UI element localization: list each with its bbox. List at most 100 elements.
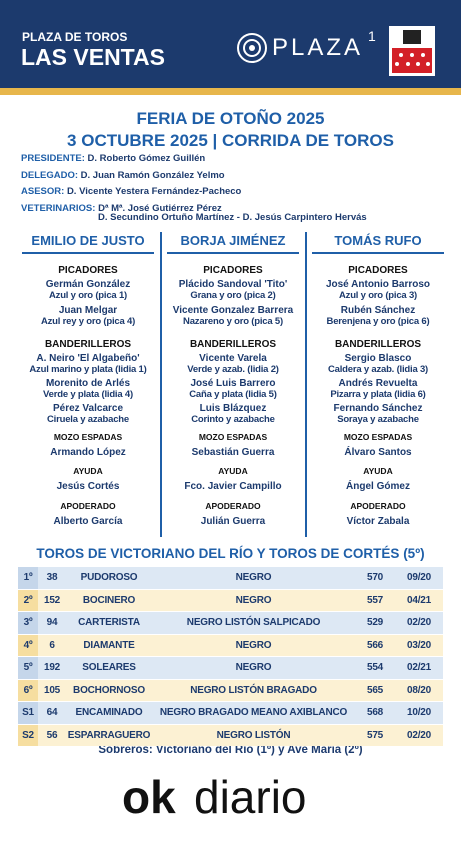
entry-name: Andrés Revuelta <box>338 378 418 389</box>
official-name: D. Juan Ramón González Yelmo <box>80 169 225 181</box>
entry-detail: Corinto y azabache <box>191 414 275 425</box>
section-heading: MOZO ESPADAS <box>53 432 123 442</box>
entry-detail: Verde y plata (lidia 4) <box>43 389 133 400</box>
table-cell: 1º <box>23 572 33 583</box>
table-row-cap <box>18 589 38 611</box>
table-cell: 04/21 <box>406 594 432 606</box>
table-cell: BOCINERO <box>82 594 136 606</box>
entry-name: Morenito de Arlés <box>45 378 131 389</box>
table-row-cap <box>18 567 38 589</box>
header-band <box>0 0 461 88</box>
entry-name: Plácido Sandoval 'Tito' <box>178 279 288 290</box>
entry-detail: Grana y oro (pica 2) <box>190 290 276 301</box>
table-cell: 570 <box>366 572 384 583</box>
event-title: FERIA DE OTOÑO 2025 <box>136 109 325 128</box>
table-cell: NEGRO BRAGADO MEANO AXIBLANCO <box>159 707 348 718</box>
table-cell: 566 <box>366 639 384 651</box>
table-cell: NEGRO <box>235 662 272 673</box>
table-cell: NEGRO <box>235 572 272 583</box>
section-heading: AYUDA <box>73 466 103 476</box>
header-subtitle: PLAZA DE TOROS <box>22 30 128 44</box>
table-cell: 4º <box>23 639 33 651</box>
section-heading: APODERADO <box>60 501 116 511</box>
section-heading: BANDERILLEROS <box>334 339 422 350</box>
table-cell: 529 <box>366 617 384 628</box>
entry-detail: Azul rey y oro (pica 4) <box>40 316 136 327</box>
entry-name: Álvaro Santos <box>344 447 412 458</box>
table-cell: 02/20 <box>406 729 432 741</box>
matador-rule <box>167 252 299 254</box>
official-name: D. Roberto Gómez Guillén <box>87 153 206 164</box>
entry-name: Armando López <box>50 447 126 458</box>
official-role: DELEGADO: <box>21 169 78 181</box>
section-heading: AYUDA <box>363 466 393 476</box>
table-row-cap <box>18 612 38 634</box>
matador-name: EMILIO DE JUSTO <box>31 233 145 248</box>
table-row-cap <box>18 634 38 656</box>
official-line: VETERINARIOS: Dª Mª. José Gutiérrez Pére… <box>21 203 222 214</box>
table-cell: NEGRO <box>235 594 272 606</box>
entry-detail: Caldera y azab. (lidia 3) <box>327 364 429 375</box>
brand-diario: diario <box>194 771 307 823</box>
official-role: VETERINARIOS: <box>21 202 96 214</box>
matador-rule <box>22 252 154 254</box>
logo-sup: 1 <box>368 28 376 44</box>
table-cell: 554 <box>366 662 384 673</box>
table-cell: NEGRO <box>235 639 272 651</box>
table-cell: 192 <box>43 662 61 673</box>
matador-name: BORJA JIMÉNEZ <box>180 233 286 248</box>
table-row <box>18 702 443 724</box>
table-row-cap <box>18 724 38 746</box>
entry-detail: Azul y oro (pica 3) <box>338 290 418 301</box>
table-cell: 10/20 <box>406 707 432 718</box>
table-row <box>18 612 443 634</box>
section-heading: PICADORES <box>348 265 408 276</box>
table-cell: 568 <box>366 707 384 718</box>
table-cell: 02/21 <box>406 662 432 673</box>
table-cell: ENCAMINADO <box>75 707 143 718</box>
table-cell: 64 <box>46 707 58 718</box>
entry-detail: Azul y oro (pica 1) <box>48 290 128 301</box>
table-cell: NEGRO LISTÓN <box>216 729 291 741</box>
official-line: PRESIDENTE: D. Roberto Gómez Guillén <box>21 153 205 164</box>
brand-ok: ok <box>122 771 176 823</box>
column-divider <box>305 232 307 537</box>
entry-name: Rubén Sánchez <box>340 305 416 316</box>
logo-icon <box>237 33 267 63</box>
table-cell: 6º <box>23 684 33 696</box>
matador-rule <box>312 252 444 254</box>
table-cell: 575 <box>366 729 384 741</box>
entry-name: Jesús Cortés <box>56 481 120 492</box>
table-row <box>18 679 443 701</box>
entry-name: Luis Blázquez <box>199 403 267 414</box>
entry-name: Sebastián Guerra <box>191 447 275 458</box>
table-cell: 152 <box>43 594 61 606</box>
sobreros: Sobreros: Victoriano del Río (1º) y Ave … <box>98 744 363 756</box>
table-cell: 2º <box>23 594 33 606</box>
official-line: DELEGADO: D. Juan Ramón González Yelmo <box>21 170 225 181</box>
table-cell: 08/20 <box>406 684 432 696</box>
entry-name: Vicente Gonzalez Barrera <box>172 305 294 316</box>
table-cell: 565 <box>366 684 384 696</box>
entry-name: Pérez Valcarce <box>52 403 124 414</box>
table-cell: S1 <box>22 707 34 718</box>
table-row <box>18 567 443 589</box>
table-cell: CARTERISTA <box>78 617 140 628</box>
official-role: PRESIDENTE: <box>21 153 85 164</box>
table-cell: 94 <box>46 617 58 628</box>
section-heading: APODERADO <box>205 501 261 511</box>
table-row-cap <box>18 657 38 679</box>
table-cell: S2 <box>22 729 34 741</box>
entry-name: Julián Guerra <box>200 516 266 527</box>
entry-detail: Ciruela y azabache <box>47 414 129 425</box>
entry-detail: Pizarra y plata (lidia 6) <box>330 389 426 400</box>
table-cell: 3º <box>23 617 33 628</box>
table-title: TOROS DE VICTORIANO DEL RÍO Y TOROS DE C… <box>36 546 425 561</box>
entry-detail: Soraya y azabache <box>337 414 419 425</box>
entry-name: A. Neiro 'El Algabeño' <box>36 353 140 364</box>
official-name: D. Vicente Yestera Fernández-Pacheco <box>66 186 242 197</box>
table-cell: 09/20 <box>406 572 432 583</box>
table-cell: 557 <box>366 594 384 606</box>
header-stripe <box>0 88 461 95</box>
table-cell: 03/20 <box>406 639 432 651</box>
